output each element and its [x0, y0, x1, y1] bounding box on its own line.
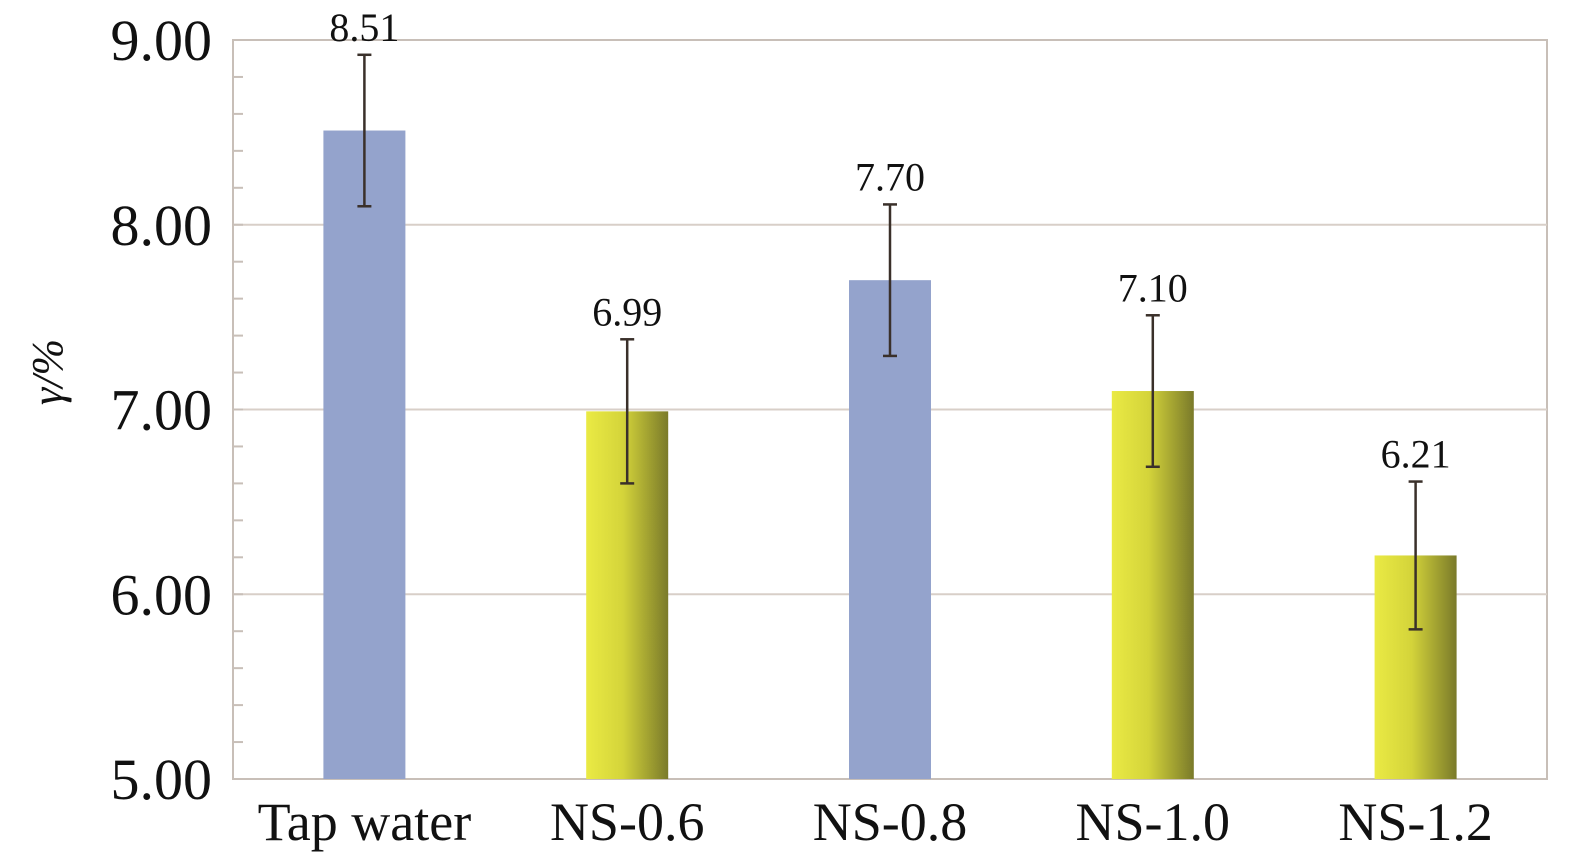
y-axis-title: γ/%: [23, 339, 72, 405]
y-tick-label: 8.00: [111, 193, 213, 258]
y-tick-label: 7.00: [111, 378, 213, 443]
y-tick-label: 6.00: [111, 562, 213, 627]
y-tick-label: 5.00: [111, 747, 213, 812]
x-tick-label: NS-1.0: [1076, 792, 1231, 852]
error-bars: [357, 53, 1423, 631]
x-tick-label: NS-1.2: [1338, 792, 1493, 852]
x-tick-label: NS-0.6: [550, 792, 705, 852]
bar-ns-0-8: [849, 280, 931, 779]
x-tick-label: NS-0.8: [813, 792, 968, 852]
y-tick-label: 9.00: [111, 8, 213, 73]
data-label: 6.99: [592, 289, 662, 334]
data-label: 7.70: [855, 154, 925, 199]
x-tick-label: Tap water: [258, 792, 472, 852]
labels: 5.00 6.00 7.00 8.00 9.00 8.51 Tap water 6.99 NS-…: [111, 5, 1493, 852]
data-label: 7.10: [1118, 265, 1188, 310]
data-label: 6.21: [1381, 432, 1451, 477]
data-label: 8.51: [329, 5, 399, 50]
bar-tap-water: [323, 130, 406, 780]
